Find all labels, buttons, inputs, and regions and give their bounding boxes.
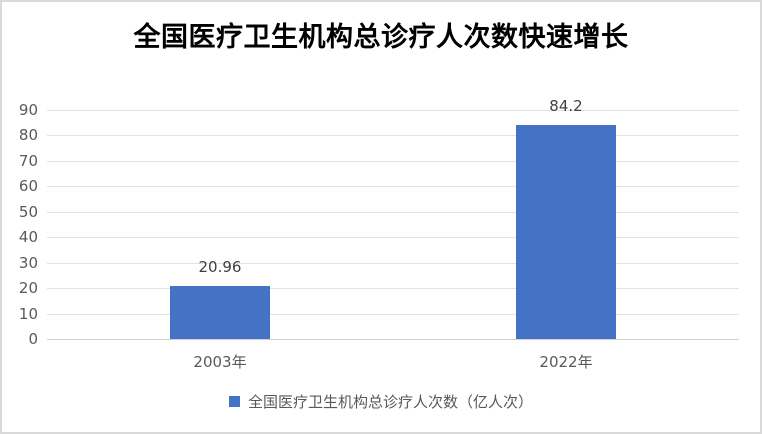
bar-value-label: 20.96 bbox=[198, 257, 242, 276]
y-axis-tick-label: 10 bbox=[18, 304, 38, 323]
bar-2022年 bbox=[516, 124, 616, 339]
gridline bbox=[47, 186, 739, 188]
gridline bbox=[47, 135, 739, 137]
gridline bbox=[47, 313, 739, 315]
bar-value-label: 84.2 bbox=[549, 96, 583, 115]
y-axis-tick-label: 50 bbox=[18, 202, 38, 221]
x-axis-line bbox=[47, 339, 739, 340]
x-axis-category-label: 2003年 bbox=[193, 353, 247, 371]
x-axis-category-label: 2022年 bbox=[539, 353, 593, 371]
y-axis-tick-label: 70 bbox=[18, 151, 38, 170]
gridline bbox=[47, 262, 739, 264]
y-axis-tick-label: 40 bbox=[18, 228, 38, 247]
y-axis-tick-label: 0 bbox=[28, 330, 38, 348]
gridline bbox=[47, 288, 739, 290]
gridline bbox=[47, 160, 739, 162]
legend-label: 全国医疗卫生机构总诊疗人次数（亿人次） bbox=[247, 393, 533, 411]
legend: 全国医疗卫生机构总诊疗人次数（亿人次） bbox=[2, 391, 760, 412]
chart-title: 全国医疗卫生机构总诊疗人次数快速增长 bbox=[133, 22, 629, 53]
y-axis-tick-label: 60 bbox=[18, 177, 38, 196]
gridline bbox=[47, 211, 739, 213]
y-axis-tick-label: 20 bbox=[18, 279, 38, 298]
y-axis-tick-label: 30 bbox=[18, 253, 38, 272]
legend-swatch-icon bbox=[228, 396, 240, 407]
bar-2003年 bbox=[170, 285, 270, 339]
y-axis-tick-label: 90 bbox=[18, 101, 38, 119]
y-axis-tick-label: 80 bbox=[18, 126, 38, 145]
plot-area: 0 10 20 30 40 50 60 70 80 90 20.96 2003年 84.2 2022年 bbox=[19, 97, 739, 371]
gridline bbox=[47, 237, 739, 239]
gridline bbox=[47, 110, 739, 111]
